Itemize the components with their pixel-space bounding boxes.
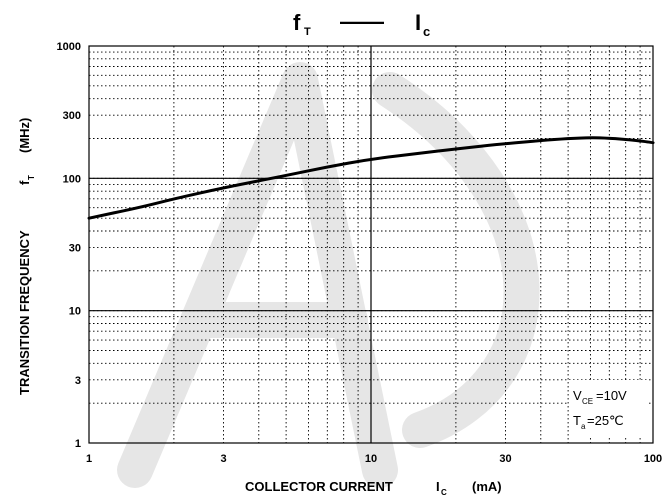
xlabel-symbol-sub: C — [441, 488, 447, 497]
x-tick-label: 30 — [499, 453, 511, 465]
x-tick-label: 100 — [644, 453, 662, 465]
annot-vce-sub: CE — [582, 397, 593, 406]
x-axis-label: COLLECTOR CURRENT I C (mA) — [245, 479, 502, 497]
conditions-annotation: V CE =10V T a =25℃ — [569, 380, 647, 436]
title-left-main: f — [293, 10, 301, 35]
y-tick-label: 3 — [75, 375, 81, 387]
title-dash: —— — [340, 9, 384, 34]
grid-major-lines — [89, 46, 653, 443]
x-tick-label: 3 — [220, 453, 226, 465]
annot-vce-main: V — [573, 388, 582, 403]
annot-vce-rest: =10V — [596, 388, 627, 403]
plot-frame — [88, 45, 654, 444]
y-tick-label: 100 — [63, 173, 81, 185]
annot-ta-main: T — [573, 413, 581, 428]
ylabel-symbol: f — [17, 180, 32, 185]
y-tick-label: 1000 — [57, 41, 81, 53]
y-axis-label: TRANSITION FREQUENCY f T (MHz) — [17, 118, 36, 395]
xlabel-symbol: I — [436, 479, 440, 494]
title-right-sub: c — [423, 24, 430, 39]
annot-ta-sub: a — [581, 422, 586, 431]
y-tick-label: 10 — [69, 306, 81, 318]
x-tick-label: 10 — [365, 453, 377, 465]
annotation-background — [569, 380, 647, 436]
ylabel-text: TRANSITION FREQUENCY — [17, 230, 32, 395]
ylabel-unit: (MHz) — [17, 118, 32, 153]
watermark-logo — [117, 62, 540, 488]
y-tick-label: 300 — [63, 110, 81, 122]
x-tick-labels: 1 3 10 30 100 — [86, 453, 662, 465]
ylabel-symbol-sub: T — [27, 175, 36, 180]
series-line — [87, 136, 655, 220]
chart-title: f T —— I c — [293, 9, 430, 39]
y-tick-labels: 1 3 10 30 100 300 1000 — [57, 41, 81, 450]
title-right-main: I — [415, 10, 421, 35]
y-tick-label: 1 — [75, 438, 81, 450]
y-tick-label: 30 — [69, 243, 81, 255]
xlabel-text: COLLECTOR CURRENT — [245, 479, 393, 494]
annot-ta-rest: =25℃ — [587, 413, 624, 428]
xlabel-unit: (mA) — [472, 479, 502, 494]
title-left-sub: T — [304, 26, 311, 38]
x-tick-label: 1 — [86, 453, 92, 465]
